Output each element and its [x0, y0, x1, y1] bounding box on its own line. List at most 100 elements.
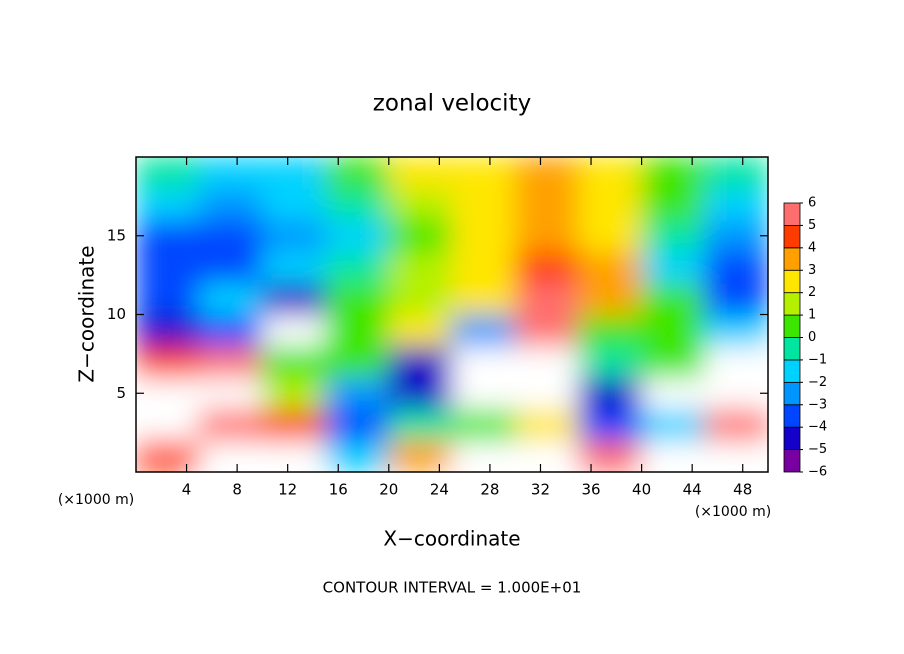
field-cell: [704, 219, 768, 252]
field-cell: [704, 251, 768, 284]
field-cell: [325, 157, 390, 189]
field-cell: [514, 377, 579, 410]
field-cell: [514, 188, 579, 221]
x-tick-label: 36: [581, 481, 600, 499]
y-tick-label: 15: [107, 226, 126, 244]
field-cell: [325, 282, 390, 315]
field-cell: [261, 251, 327, 284]
field-cell: [261, 408, 327, 441]
colorbar-band: [783, 426, 801, 450]
field-cell: [261, 219, 327, 252]
field-cell: [198, 377, 263, 410]
field-cell: [577, 251, 643, 284]
x-tick-label: 44: [683, 481, 702, 499]
field-cell: [198, 314, 263, 347]
field: [136, 157, 768, 472]
y-tick-label: 5: [116, 384, 126, 402]
field-cell: [198, 408, 263, 441]
colorbar-label: 1: [808, 308, 816, 323]
colorbar-label: −2: [808, 375, 827, 390]
field-cell: [325, 408, 390, 441]
field-cell: [325, 188, 390, 221]
field-cell: [136, 314, 200, 347]
field-cell: [641, 219, 706, 252]
field-cell: [451, 440, 516, 472]
field-cell: [577, 219, 643, 252]
field-cell: [136, 157, 200, 189]
x-tick-label: 4: [182, 481, 192, 499]
colorbar-band: [783, 269, 801, 294]
y-tick-label: 10: [107, 305, 126, 323]
colorbar-band: [783, 337, 801, 361]
field-cell: [261, 157, 327, 189]
field-cell: [451, 251, 516, 284]
x-tick-label: 12: [278, 481, 297, 499]
field-cell: [704, 314, 768, 347]
colorbar-band: [783, 359, 801, 383]
field-cell: [388, 377, 453, 410]
colorbar-band: [783, 449, 801, 473]
field-cell: [641, 188, 706, 221]
colorbar-label: −6: [808, 465, 827, 480]
field-cell: [577, 408, 643, 441]
field-cell: [641, 314, 706, 347]
field-cell: [451, 377, 516, 410]
colorbar-label: −3: [808, 397, 827, 412]
field-cell: [451, 188, 516, 221]
field-cell: [261, 282, 327, 315]
field-cell: [198, 440, 263, 472]
field-cell: [136, 219, 200, 252]
field-cell: [514, 314, 579, 347]
x-tick-label: 24: [430, 481, 449, 499]
field-cell: [704, 377, 768, 410]
field-cell: [514, 157, 579, 189]
x-tick-label: 32: [531, 481, 550, 499]
field-cell: [641, 377, 706, 410]
colorbar-label: 4: [808, 240, 816, 255]
field-cell: [641, 440, 706, 472]
field-cell: [704, 440, 768, 472]
field-cell: [325, 377, 390, 410]
x-tick-label: 40: [632, 481, 651, 499]
field-cell: [704, 157, 768, 189]
colorbar-label: 3: [808, 263, 816, 278]
field-cell: [641, 157, 706, 189]
field-cell: [451, 408, 516, 441]
field-cell: [514, 219, 579, 252]
x-tick-label: 28: [480, 481, 499, 499]
field-cell: [261, 345, 327, 378]
colorbar-band: [783, 381, 801, 406]
colorbar-band: [783, 314, 801, 338]
field-cell: [451, 314, 516, 347]
x-tick-label: 20: [379, 481, 398, 499]
field-cell: [451, 157, 516, 189]
colorbar-label: −4: [808, 420, 827, 435]
field-cell: [136, 345, 200, 378]
field-cell: [198, 345, 263, 378]
colorbar-label: −1: [808, 352, 827, 367]
field-cell: [514, 251, 579, 284]
field-cell: [136, 188, 200, 221]
field-cell: [325, 440, 390, 472]
field-cell: [388, 345, 453, 378]
x-axis-label: X−coordinate: [383, 527, 520, 551]
field-cell: [198, 219, 263, 252]
field-cell: [388, 157, 453, 189]
colorbar-band: [783, 225, 801, 249]
chart-title: zonal velocity: [373, 91, 531, 117]
field-cell: [514, 345, 579, 378]
field-cell: [136, 440, 200, 472]
field-cell: [136, 251, 200, 284]
field-cell: [325, 314, 390, 347]
field-cell: [641, 282, 706, 315]
colorbar-band: [783, 404, 801, 428]
colorbar-label: 6: [808, 196, 816, 211]
field-cell: [577, 188, 643, 221]
field-cell: [388, 314, 453, 347]
field-cell: [704, 282, 768, 315]
field-cell: [641, 251, 706, 284]
colorbar-label: 5: [808, 218, 816, 233]
field-cell: [577, 377, 643, 410]
y-unit-label: (×1000 m): [58, 492, 134, 508]
